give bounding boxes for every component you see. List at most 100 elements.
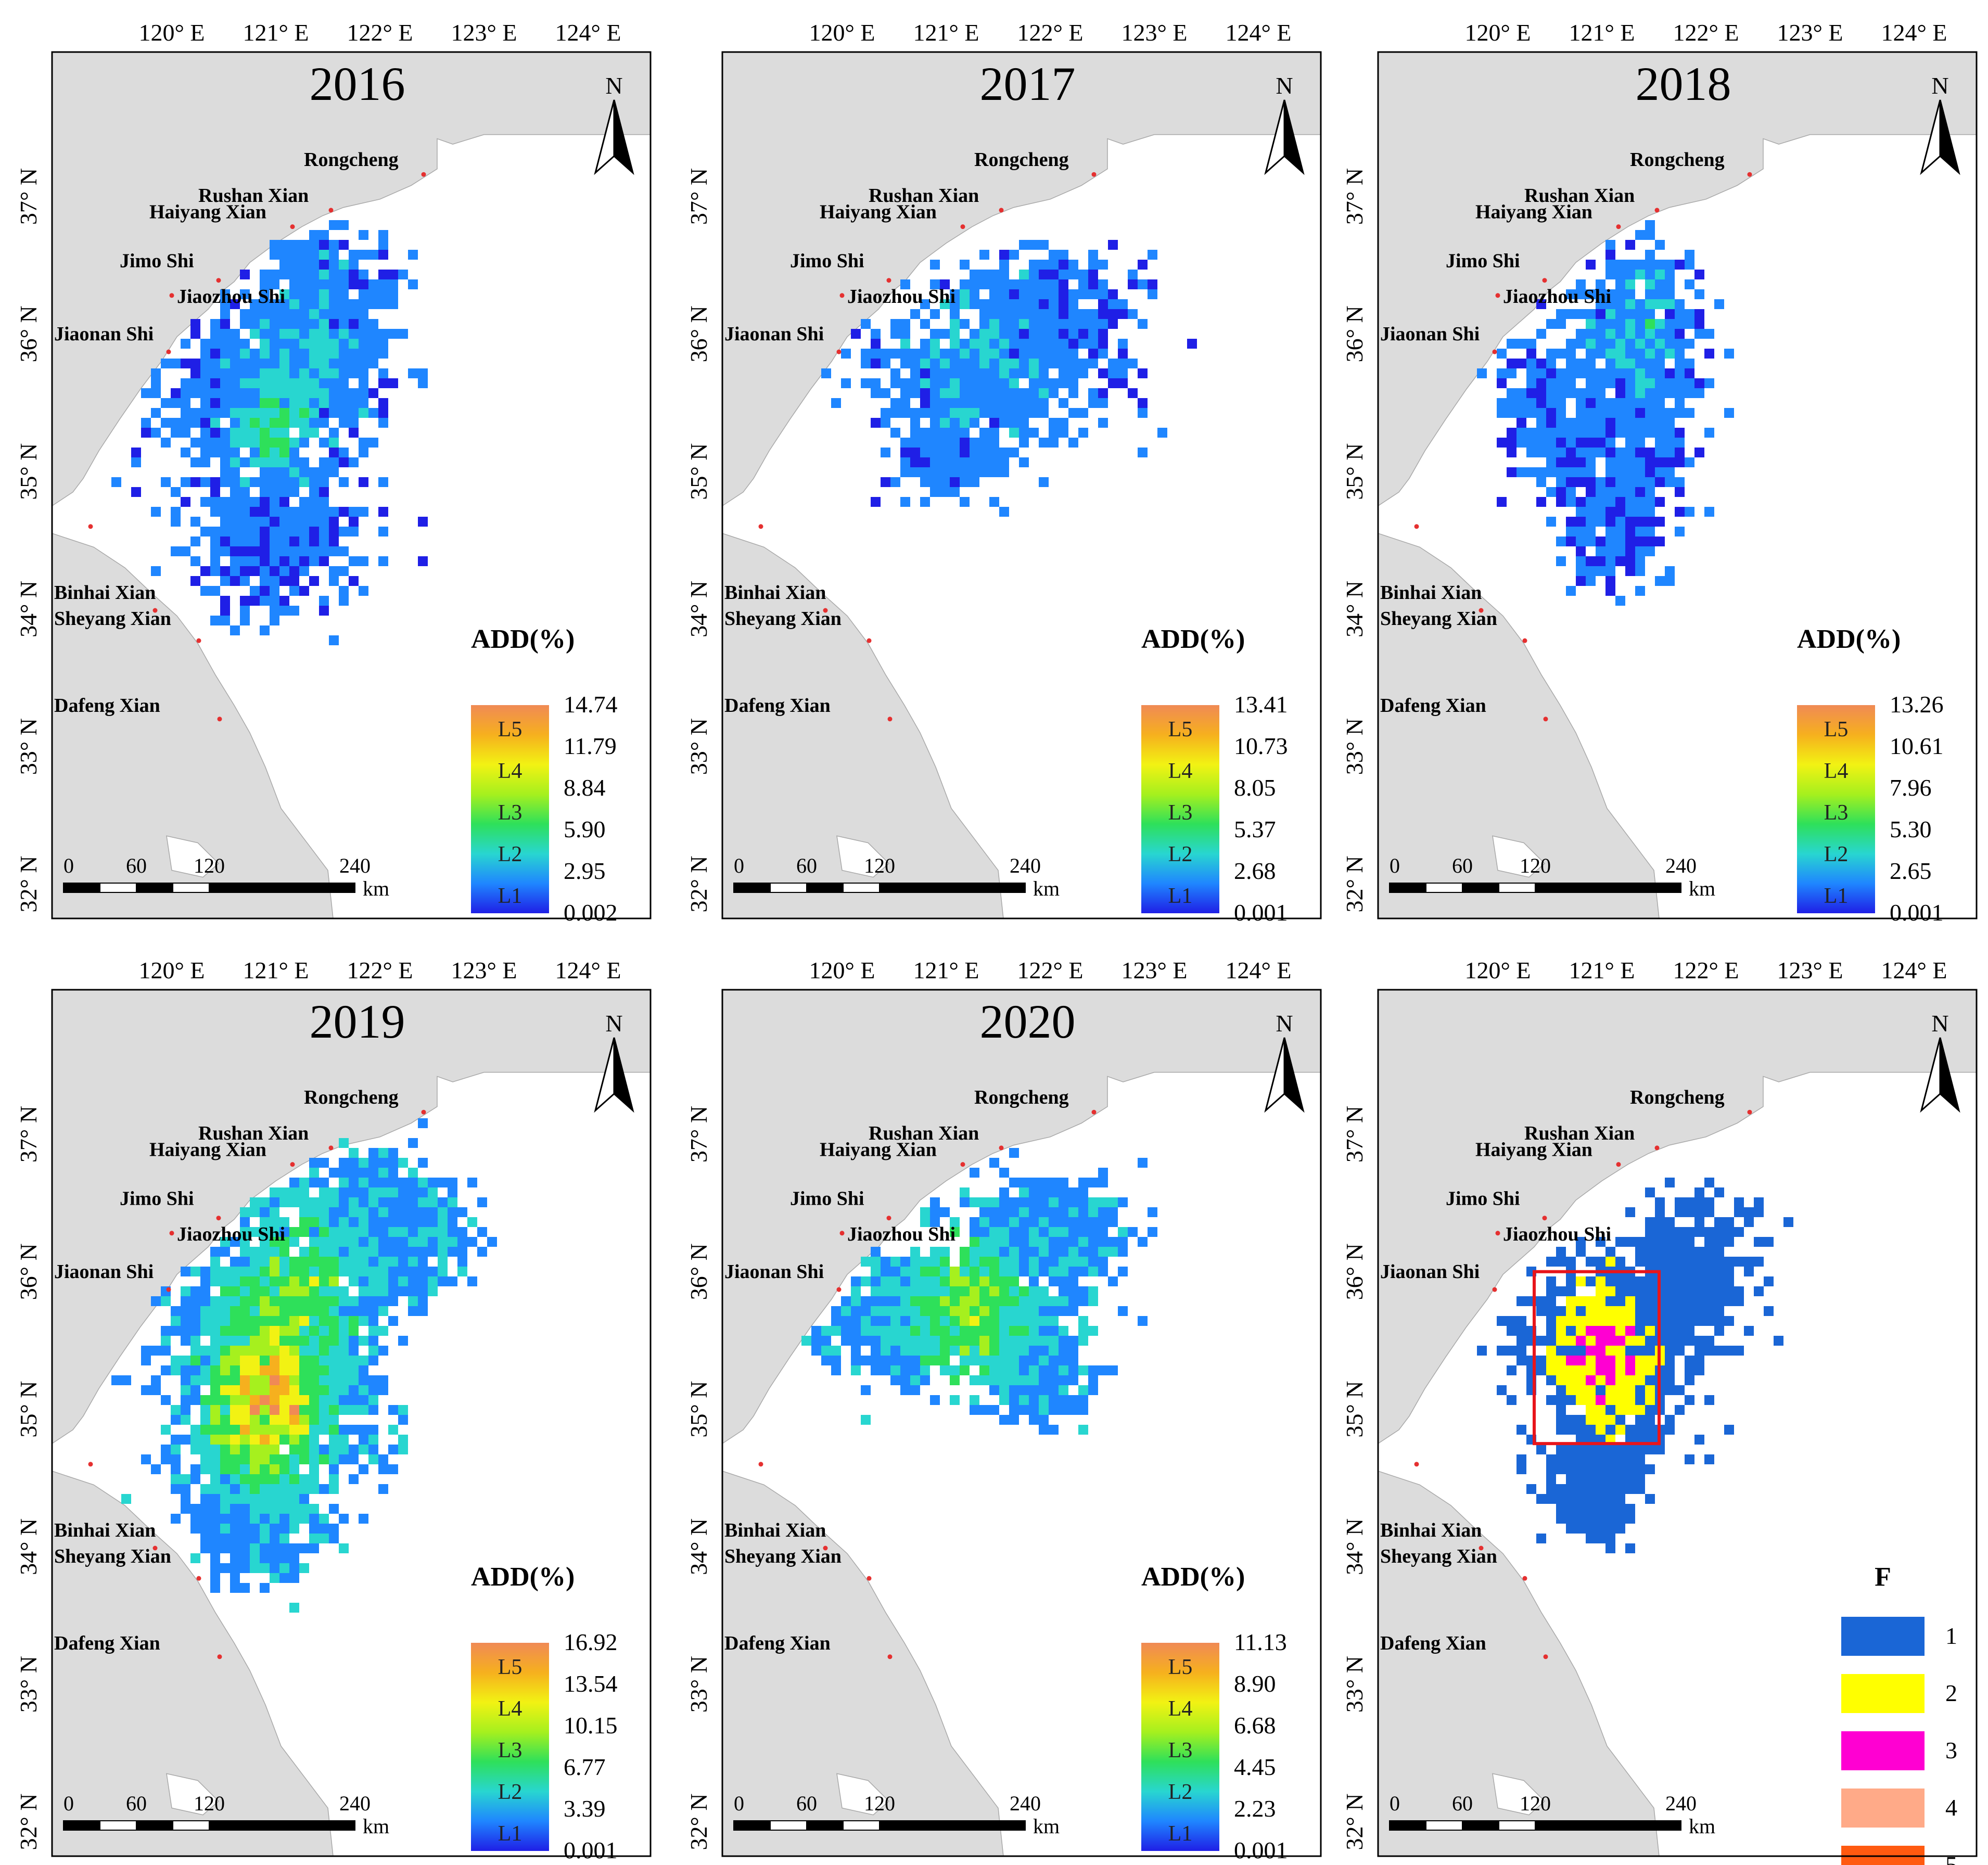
raster-cell xyxy=(1049,319,1059,329)
raster-cell xyxy=(171,1445,181,1454)
raster-cell xyxy=(1576,467,1586,477)
raster-cell xyxy=(1596,507,1605,517)
legend-tick: 0.001 xyxy=(1234,1837,1288,1863)
raster-cell xyxy=(1645,1464,1655,1474)
raster-cell xyxy=(1566,418,1576,428)
raster-cell xyxy=(1546,428,1556,438)
raster-cell xyxy=(940,418,950,428)
raster-cell xyxy=(1655,260,1665,270)
raster-cell xyxy=(388,1445,398,1454)
raster-cell xyxy=(1675,428,1685,438)
raster-cell xyxy=(230,1474,240,1484)
raster-cell xyxy=(388,1178,398,1187)
raster-cell xyxy=(1665,1276,1675,1286)
raster-cell xyxy=(260,339,270,349)
raster-cell xyxy=(1546,408,1556,418)
raster-cell xyxy=(970,388,979,398)
raster-cell xyxy=(270,1464,279,1474)
raster-cell xyxy=(1635,1306,1645,1316)
scale-unit: km xyxy=(1689,877,1715,900)
raster-cell xyxy=(1088,1178,1098,1187)
raster-cell xyxy=(1098,398,1108,408)
city-label: Sheyang Xian xyxy=(724,1545,842,1567)
raster-cell xyxy=(339,1286,349,1296)
raster-cell xyxy=(999,319,1009,329)
raster-cell xyxy=(260,1395,270,1405)
raster-cell xyxy=(250,368,260,378)
raster-cell xyxy=(881,359,890,368)
raster-cell xyxy=(1049,1326,1059,1336)
raster-cell xyxy=(1098,1257,1108,1267)
raster-cell xyxy=(900,1346,910,1356)
raster-cell xyxy=(1566,527,1576,536)
raster-cell xyxy=(1685,408,1694,418)
raster-cell xyxy=(260,1267,270,1276)
raster-cell xyxy=(1694,388,1704,398)
raster-cell xyxy=(1615,1237,1625,1247)
raster-cell xyxy=(1546,359,1556,368)
raster-cell xyxy=(1576,279,1586,289)
raster-cell xyxy=(1605,566,1615,576)
raster-cell xyxy=(250,428,260,438)
raster-cell xyxy=(999,1395,1009,1405)
lat-label: 33° N xyxy=(1341,1656,1368,1713)
raster-cell xyxy=(210,1267,220,1276)
raster-cell xyxy=(220,1524,230,1534)
raster-cell xyxy=(270,1356,279,1365)
raster-cell xyxy=(1665,329,1675,339)
raster-cell xyxy=(970,418,979,428)
raster-cell xyxy=(329,1484,339,1494)
raster-cell xyxy=(970,1267,979,1276)
raster-cell xyxy=(1764,1306,1774,1316)
raster-cell xyxy=(279,606,289,616)
raster-cell xyxy=(309,1543,319,1553)
raster-cell xyxy=(1546,388,1556,398)
raster-cell xyxy=(279,408,289,418)
raster-cell xyxy=(141,418,151,428)
raster-cell xyxy=(319,418,329,428)
raster-cell xyxy=(1685,1336,1694,1346)
panel-title: 2017 xyxy=(980,57,1076,110)
raster-cell xyxy=(1029,1217,1039,1227)
raster-cell xyxy=(1566,477,1576,487)
raster-cell xyxy=(881,1276,890,1286)
city-dot xyxy=(328,1145,334,1151)
raster-cell xyxy=(1596,329,1605,339)
city-dot xyxy=(1414,1462,1419,1467)
raster-cell xyxy=(319,596,329,606)
raster-cell xyxy=(309,1336,319,1346)
raster-cell xyxy=(890,1326,900,1336)
raster-cell xyxy=(1605,1306,1615,1316)
raster-cell xyxy=(1615,467,1625,477)
raster-cell xyxy=(1029,1316,1039,1326)
raster-cell xyxy=(979,1306,989,1316)
raster-cell xyxy=(861,319,871,329)
raster-cell xyxy=(960,339,970,349)
raster-cell xyxy=(1694,1247,1704,1257)
raster-cell xyxy=(1655,497,1665,507)
raster-cell xyxy=(1566,428,1576,438)
legend-level: L1 xyxy=(1168,884,1193,908)
raster-cell xyxy=(1029,378,1039,388)
city-label: Rushan Xian xyxy=(869,185,979,207)
raster-cell xyxy=(270,1286,279,1296)
raster-cell xyxy=(890,408,900,418)
raster-cell xyxy=(1605,546,1615,556)
raster-cell xyxy=(1586,319,1596,329)
raster-cell xyxy=(220,329,230,339)
raster-cell xyxy=(1566,1484,1576,1494)
legend-level: L5 xyxy=(498,1655,523,1679)
raster-cell xyxy=(279,309,289,319)
raster-cell xyxy=(309,339,319,349)
raster-cell xyxy=(210,368,220,378)
raster-cell xyxy=(1566,1524,1576,1534)
raster-cell xyxy=(1625,1356,1635,1365)
city-dot xyxy=(1654,1145,1660,1151)
raster-cell xyxy=(260,1415,270,1425)
raster-cell xyxy=(1744,1267,1754,1276)
raster-cell xyxy=(230,546,240,556)
city-label: Jimo Shi xyxy=(1446,250,1520,272)
legend-colorbar xyxy=(1141,1643,1219,1851)
raster-cell xyxy=(1029,1336,1039,1346)
